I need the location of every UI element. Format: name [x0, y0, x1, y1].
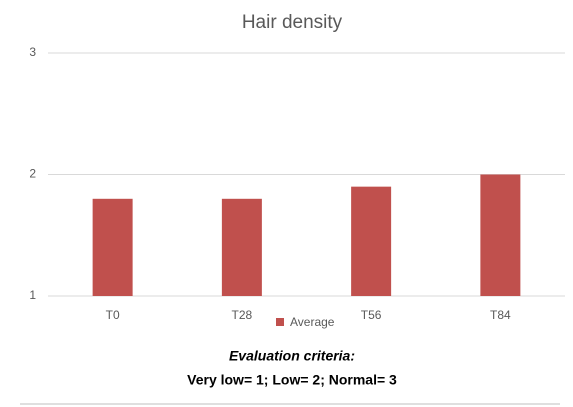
x-tick-label: T0 — [106, 308, 120, 322]
bar — [351, 186, 392, 296]
legend-label: Average — [290, 315, 335, 329]
bar — [92, 198, 133, 296]
chart-title: Hair density — [242, 12, 343, 33]
annotation: Very low= 1; Low= 2; Normal= 3 — [187, 372, 397, 388]
y-tick-label: 1 — [29, 288, 36, 302]
x-tick-label: T84 — [490, 308, 511, 322]
x-tick-label: T28 — [232, 308, 253, 322]
y-tick-label: 2 — [29, 167, 36, 181]
annotation: Evaluation criteria: — [229, 348, 355, 364]
x-tick-label: T56 — [361, 308, 382, 322]
bar — [480, 174, 521, 296]
y-tick-label: 3 — [29, 45, 36, 59]
bar — [221, 198, 262, 296]
legend-swatch — [276, 318, 284, 326]
